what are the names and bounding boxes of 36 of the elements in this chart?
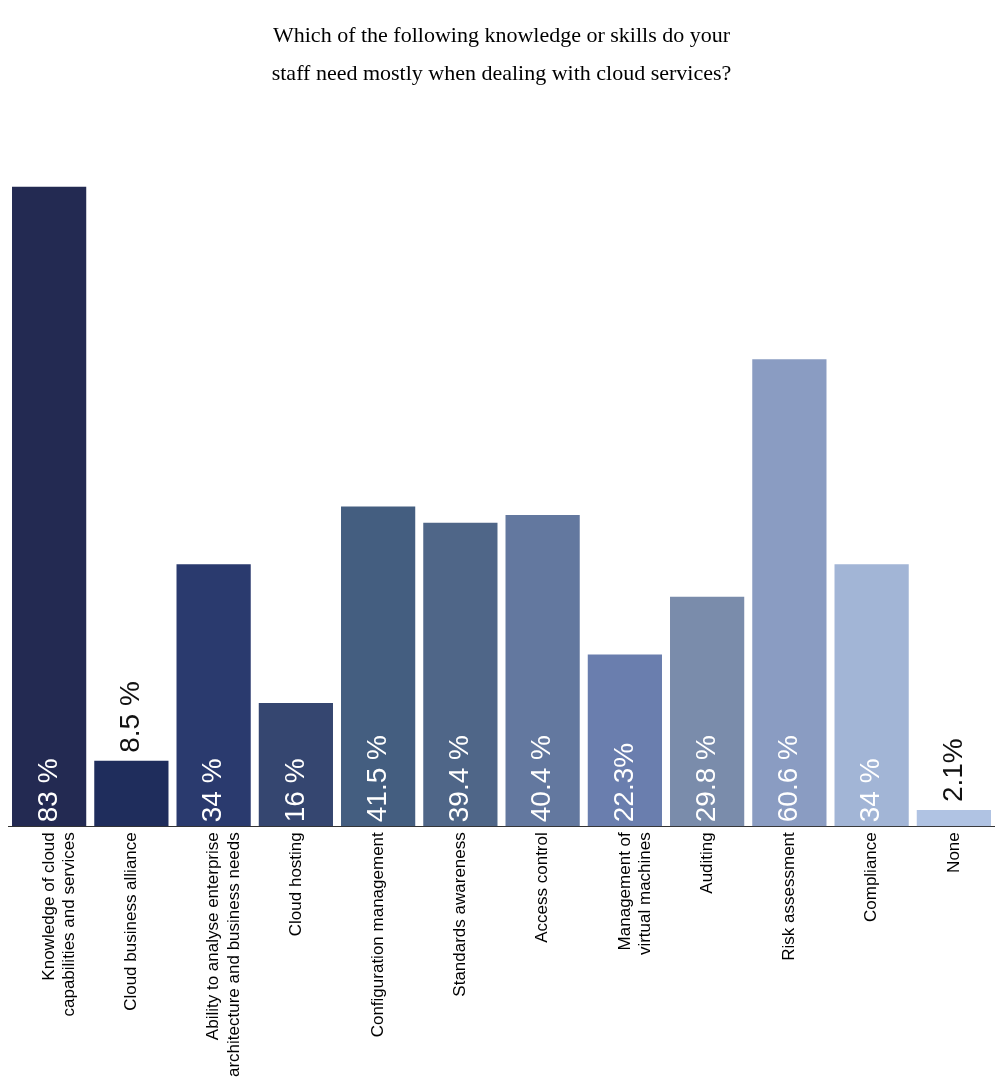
x-tick-label: Standards awareness (450, 832, 470, 997)
x-tick-label: Compliance (861, 832, 881, 922)
bar (916, 810, 991, 827)
data-label: 22.3% (607, 742, 639, 823)
bar (94, 760, 169, 827)
bar (834, 564, 909, 827)
bar (505, 514, 580, 827)
data-label: 16 % (278, 758, 310, 823)
data-label: 34 % (854, 758, 886, 823)
bar (176, 564, 251, 827)
x-tick-label: Management of virtual machines (614, 831, 654, 956)
x-tick-label: Risk assessment (779, 831, 799, 961)
bar (670, 596, 745, 827)
chart-title: Which of the following knowledge or skills do your staff need mostly when dealing with cloud services? (271, 22, 732, 85)
bar (587, 654, 662, 827)
data-label: 40.4 % (525, 735, 557, 823)
data-label: 83 % (31, 758, 63, 823)
data-label: 41.5 % (360, 735, 392, 823)
data-label: 34 % (196, 758, 228, 823)
data-label: 29.8 % (689, 735, 721, 823)
x-tick-label: Cloud business alliance (121, 832, 141, 1011)
x-tick-label: None (943, 832, 963, 873)
bar (12, 186, 87, 827)
bar (752, 359, 827, 827)
x-tick-label: Access control (532, 832, 552, 943)
x-tick-label: Cloud hosting (285, 832, 305, 937)
data-label: 2.1% (936, 738, 968, 803)
x-tick-label: Auditing (696, 832, 716, 894)
data-label: 8.5 % (114, 681, 146, 753)
bar (258, 702, 333, 827)
x-tick-label: Knowledge of cloud capabilities and services (38, 832, 79, 1017)
data-label: 60.6 % (772, 735, 804, 823)
bar (423, 522, 498, 827)
data-label: 39.4 % (443, 735, 475, 823)
x-tick-label: Configuration management (367, 831, 387, 1038)
bar (341, 506, 416, 827)
